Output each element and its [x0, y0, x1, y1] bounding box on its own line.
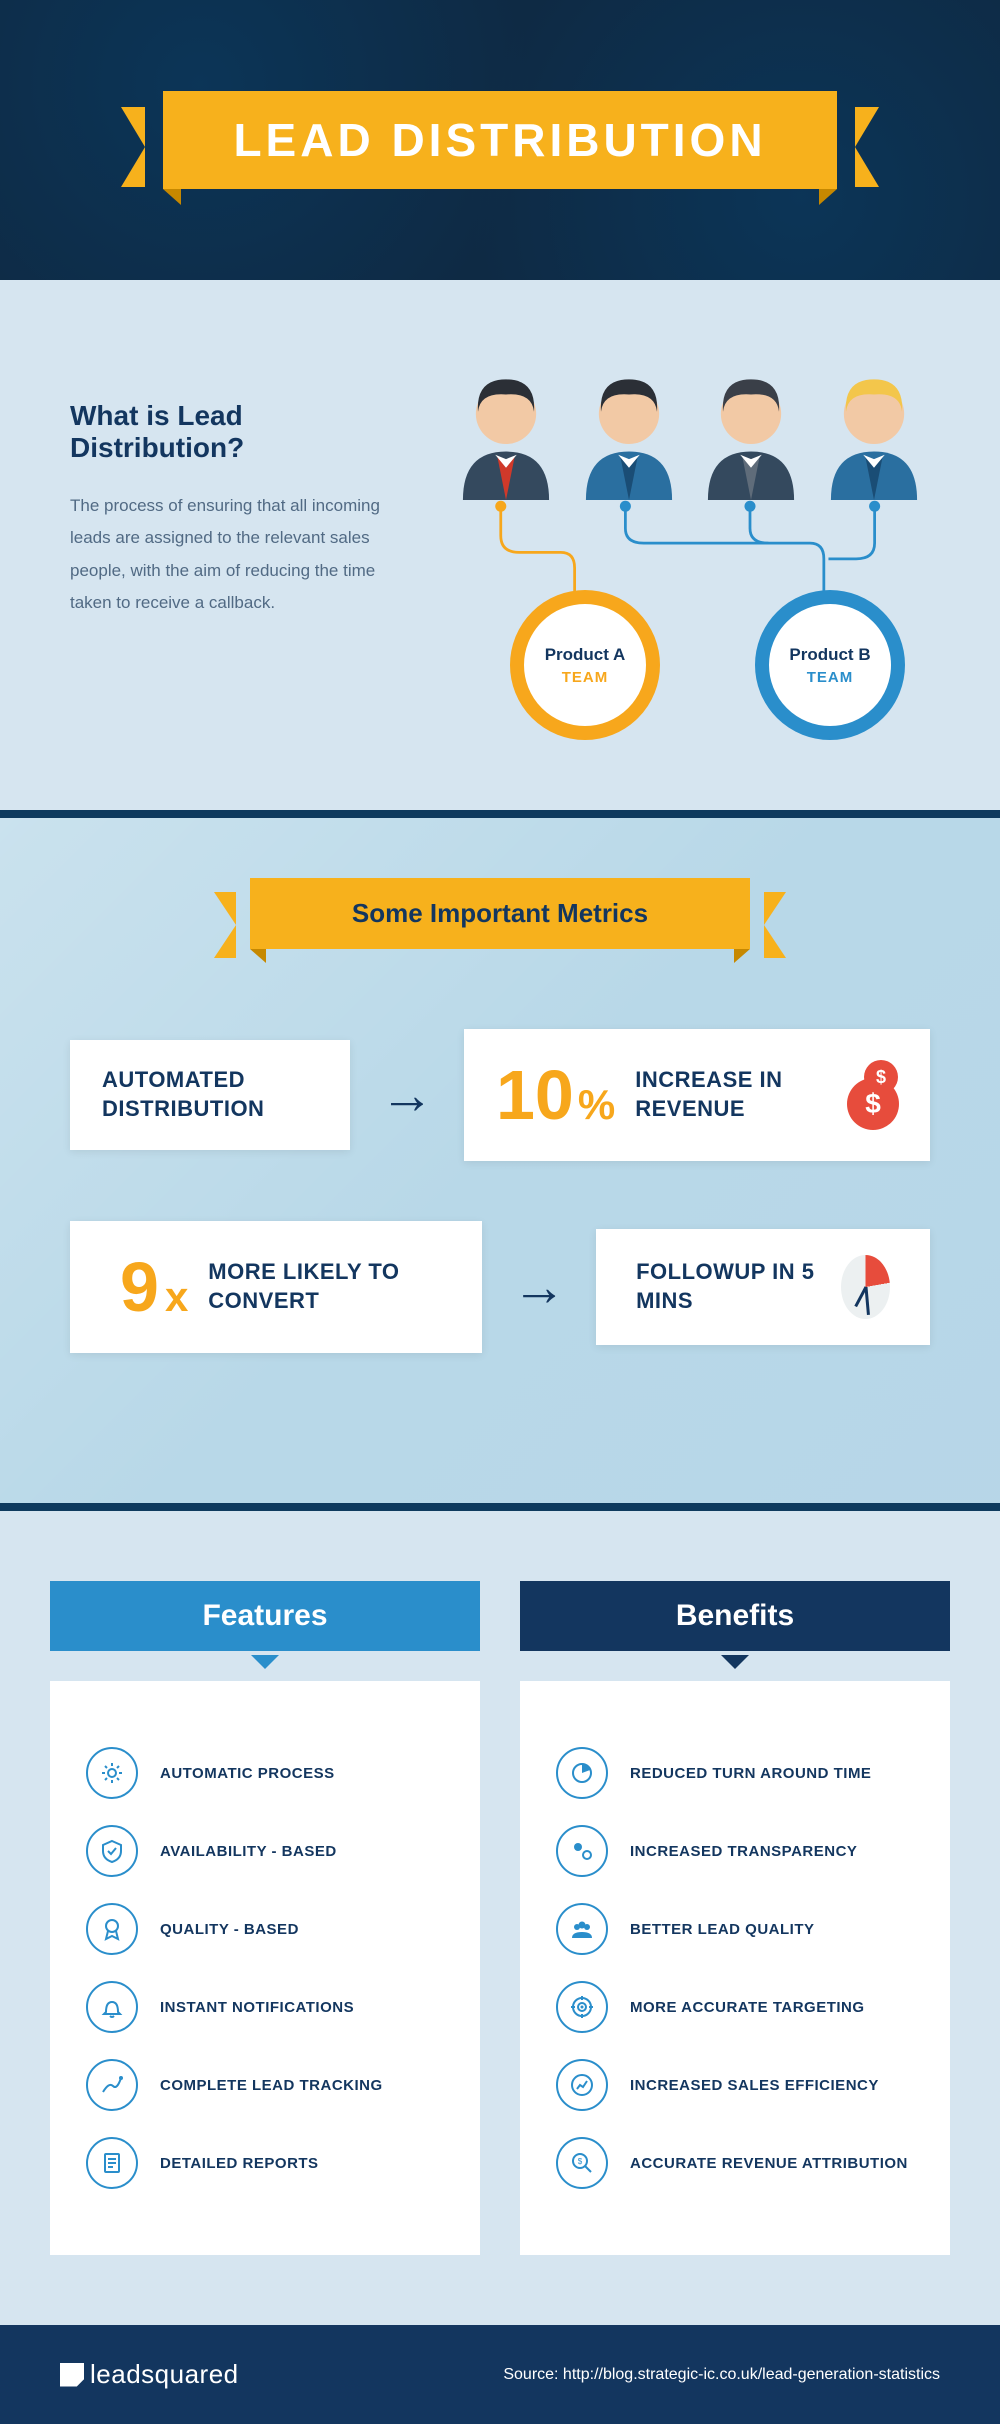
pie-icon [556, 1747, 608, 1799]
coins-icon: $$ [847, 1060, 898, 1130]
doc-icon [86, 2137, 138, 2189]
feature-item: COMPLETE LEAD TRACKING [86, 2059, 444, 2111]
metric-a-value: 10% [496, 1055, 615, 1135]
chart-icon [556, 2059, 608, 2111]
shield-icon [86, 1825, 138, 1877]
benefit-label: REDUCED TURN AROUND TIME [630, 1765, 871, 1782]
benefit-item: INCREASED SALES EFFICIENCY [556, 2059, 914, 2111]
metric-b-left-card: 9x MORE LIKELY TO CONVERT [70, 1221, 482, 1353]
feature-label: INSTANT NOTIFICATIONS [160, 1999, 354, 2016]
arrow-icon: → [512, 1256, 566, 1318]
person-avatar [574, 360, 684, 505]
brand-logo: leadsquared [60, 2359, 239, 2390]
benefits-heading: Benefits [520, 1581, 950, 1651]
metrics-title: Some Important Metrics [352, 898, 648, 928]
feature-label: AUTOMATIC PROCESS [160, 1765, 335, 1782]
benefit-label: MORE ACCURATE TARGETING [630, 1999, 865, 2016]
benefit-label: INCREASED SALES EFFICIENCY [630, 2077, 879, 2094]
benefit-label: ACCURATE REVENUE ATTRIBUTION [630, 2155, 908, 2172]
org-diagram: Product A TEAM Product B TEAM [450, 360, 930, 740]
target-icon [556, 1981, 608, 2033]
team-b-product: Product B [789, 645, 870, 665]
section1-heading: What is Lead Distribution? [70, 400, 410, 464]
feature-label: COMPLETE LEAD TRACKING [160, 2077, 383, 2094]
feature-item: INSTANT NOTIFICATIONS [86, 1981, 444, 2033]
benefit-item: BETTER LEAD QUALITY [556, 1903, 914, 1955]
clock-icon [841, 1255, 890, 1319]
metric-b-value: 9x [120, 1247, 188, 1327]
feature-item: AVAILABILITY - BASED [86, 1825, 444, 1877]
svg-text:$: $ [578, 2157, 583, 2166]
benefit-item: $ ACCURATE REVENUE ATTRIBUTION [556, 2137, 914, 2189]
metric-a-right: INCREASE IN REVENUE [635, 1066, 827, 1123]
team-b-circle: Product B TEAM [755, 590, 905, 740]
feature-item: AUTOMATIC PROCESS [86, 1747, 444, 1799]
team-b-label: TEAM [807, 669, 854, 686]
feature-label: QUALITY - BASED [160, 1921, 299, 1938]
person-avatar [696, 360, 806, 505]
metrics-banner: Some Important Metrics [250, 878, 750, 949]
benefit-item: MORE ACCURATE TARGETING [556, 1981, 914, 2033]
team-a-circle: Product A TEAM [510, 590, 660, 740]
gear-icon [86, 1747, 138, 1799]
benefit-item: REDUCED TURN AROUND TIME [556, 1747, 914, 1799]
benefit-label: INCREASED TRANSPARENCY [630, 1843, 857, 1860]
benefit-item: INCREASED TRANSPARENCY [556, 1825, 914, 1877]
person-avatar [819, 360, 929, 505]
source-text: Source: http://blog.strategic-ic.co.uk/l… [503, 2366, 940, 2384]
section1-body: The process of ensuring that all incomin… [70, 490, 410, 619]
header: LEAD DISTRIBUTION [0, 0, 1000, 280]
track-icon [86, 2059, 138, 2111]
arrow-icon: → [380, 1064, 434, 1126]
magnify-icon: $ [556, 2137, 608, 2189]
person-avatar [451, 360, 561, 505]
feature-label: AVAILABILITY - BASED [160, 1843, 337, 1860]
team-a-product: Product A [545, 645, 626, 665]
dots-icon [556, 1825, 608, 1877]
feature-item: DETAILED REPORTS [86, 2137, 444, 2189]
metric-a-left: AUTOMATED DISTRIBUTION [102, 1066, 318, 1123]
logo-icon [60, 2363, 84, 2387]
metric-row-2: 9x MORE LIKELY TO CONVERT → FOLLOWUP IN … [70, 1221, 930, 1353]
section-features-benefits: Features AUTOMATIC PROCESS AVAILABILITY -… [0, 1503, 1000, 2325]
footer: leadsquared Source: http://blog.strategi… [0, 2325, 1000, 2424]
benefits-panel: Benefits REDUCED TURN AROUND TIME INCREAS… [520, 1581, 950, 2255]
features-heading: Features [50, 1581, 480, 1651]
metric-b-right-card: FOLLOWUP IN 5 MINS [596, 1229, 930, 1345]
metric-row-1: AUTOMATED DISTRIBUTION → 10% INCREASE IN… [70, 1029, 930, 1161]
feature-label: DETAILED REPORTS [160, 2155, 319, 2172]
benefit-label: BETTER LEAD QUALITY [630, 1921, 815, 1938]
brand-name: leadsquared [90, 2359, 239, 2390]
feature-item: QUALITY - BASED [86, 1903, 444, 1955]
metric-b-right: FOLLOWUP IN 5 MINS [636, 1258, 821, 1315]
metric-a-right-card: 10% INCREASE IN REVENUE $$ [464, 1029, 930, 1161]
team-a-label: TEAM [562, 669, 609, 686]
metric-a-left-card: AUTOMATED DISTRIBUTION [70, 1040, 350, 1149]
features-panel: Features AUTOMATIC PROCESS AVAILABILITY -… [50, 1581, 480, 2255]
group-icon [556, 1903, 608, 1955]
page-title: LEAD DISTRIBUTION [233, 114, 766, 166]
bell-icon [86, 1981, 138, 2033]
title-banner: LEAD DISTRIBUTION [163, 91, 836, 189]
section-what-is: What is Lead Distribution? The process o… [0, 280, 1000, 810]
badge-icon [86, 1903, 138, 1955]
section-metrics: Some Important Metrics AUTOMATED DISTRIB… [0, 810, 1000, 1503]
org-lines [450, 495, 930, 595]
metric-b-left: MORE LIKELY TO CONVERT [208, 1258, 450, 1315]
